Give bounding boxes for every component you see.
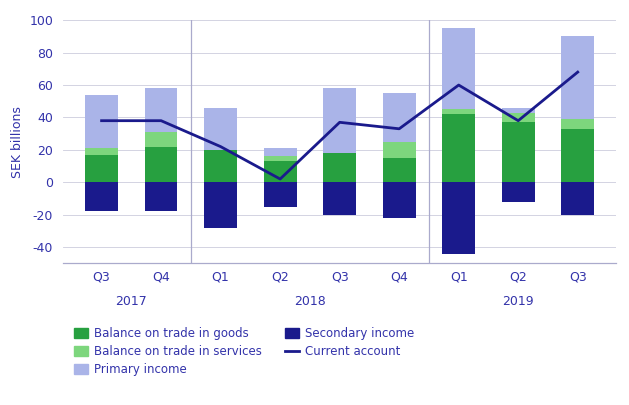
Bar [502,108,535,113]
Text: 2019: 2019 [503,294,534,307]
Bar [85,148,118,155]
Bar [561,182,594,215]
Y-axis label: SEK billions: SEK billions [11,106,24,178]
Bar [85,95,118,148]
Bar [442,182,475,254]
Bar [85,155,118,182]
Bar [145,182,177,211]
Bar [561,36,594,119]
Bar [502,122,535,182]
Bar [561,119,594,129]
Bar [323,88,356,153]
Bar [442,28,475,109]
Bar [383,93,416,142]
Bar [145,132,177,147]
Bar [145,147,177,182]
Bar [561,129,594,182]
Bar [383,142,416,158]
Bar [502,182,535,202]
Bar [442,109,475,114]
Text: 2017: 2017 [116,294,147,307]
Bar [323,182,356,215]
Bar [145,88,177,132]
Bar [264,148,296,156]
Bar [204,108,237,150]
Text: 2018: 2018 [294,294,326,307]
Bar [264,161,296,182]
Bar [323,153,356,182]
Bar [204,150,237,182]
Bar [264,156,296,161]
Bar [85,182,118,211]
Bar [204,182,237,228]
Bar [383,182,416,218]
Bar [264,182,296,207]
Bar [502,113,535,122]
Bar [383,158,416,182]
Bar [442,114,475,182]
Legend: Balance on trade in goods, Balance on trade in services, Primary income, Seconda: Balance on trade in goods, Balance on tr… [69,323,419,381]
